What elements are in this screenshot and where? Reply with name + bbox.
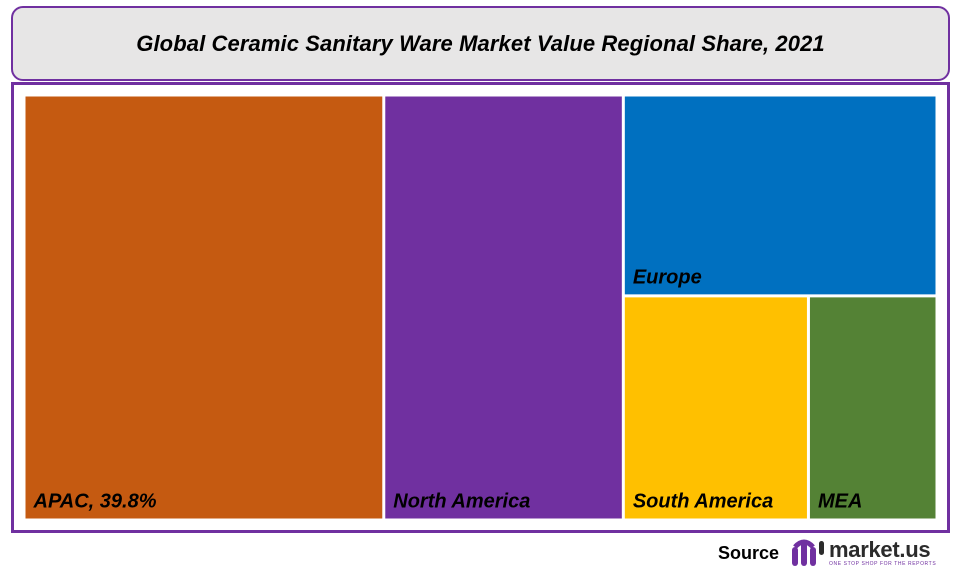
chart-title: Global Ceramic Sanitary Ware Market Valu…	[136, 30, 825, 56]
treemap-rect-europe	[624, 96, 936, 295]
treemap-label-europe: Europe	[633, 266, 702, 288]
treemap-tile-north-america: North America	[385, 96, 622, 519]
logo-brand-name: market.us	[829, 537, 931, 562]
treemap-chart: APAC, 39.8% North America Europe South Amer…	[25, 96, 936, 519]
source-label: Source	[718, 542, 780, 563]
treemap-label-apac: APAC, 39.8%	[33, 491, 157, 513]
treemap-rect-mea	[809, 297, 936, 519]
treemap-label-north-america: North America	[393, 491, 530, 513]
treemap-tile-apac: APAC, 39.8%	[25, 96, 383, 519]
treemap-label-mea: MEA	[818, 491, 862, 513]
source-credit: Source market.us ONE STOP SHOP FOR THE R…	[718, 539, 936, 567]
treemap-label-south-america: South America	[633, 491, 773, 513]
treemap-frame: APAC, 39.8% North America Europe South Amer…	[11, 82, 950, 533]
treemap-rect-north-america	[385, 96, 622, 519]
treemap-tile-south-america: South America	[624, 297, 807, 519]
chart-title-box: Global Ceramic Sanitary Ware Market Valu…	[11, 6, 950, 81]
treemap-rect-apac	[25, 96, 383, 519]
market-us-logo: market.us ONE STOP SHOP FOR THE REPORTS	[791, 539, 936, 567]
logo-tagline: ONE STOP SHOP FOR THE REPORTS	[829, 561, 937, 567]
treemap-tile-europe: Europe	[624, 96, 936, 295]
treemap-tile-mea: MEA	[809, 297, 936, 519]
market-us-logo-icon	[792, 539, 825, 566]
treemap-rect-south-america	[624, 297, 807, 519]
